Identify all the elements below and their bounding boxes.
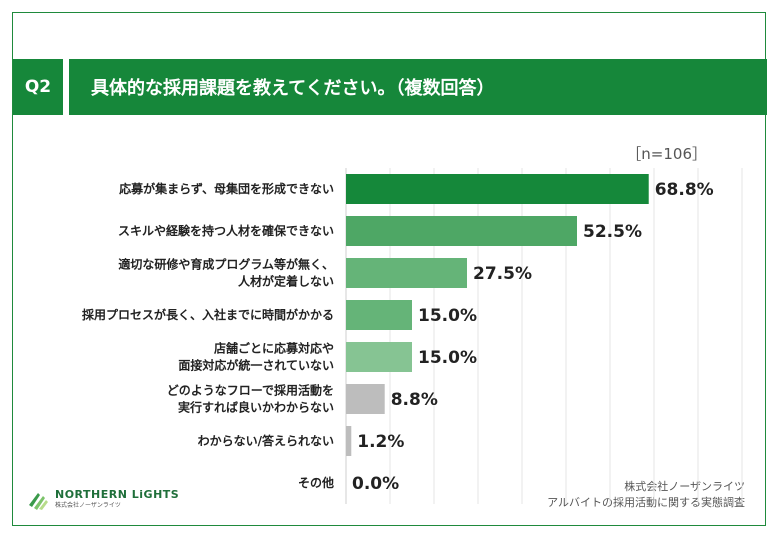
value-label: 68.8% — [655, 180, 714, 200]
logo-name: NORTHERN LiGHTS — [55, 488, 180, 501]
question-title: 具体的な採用課題を教えてください。（複数回答） — [69, 59, 767, 115]
question-bar: Q2 具体的な採用課題を教えてください。（複数回答） — [13, 59, 767, 115]
value-label: 27.5% — [473, 264, 532, 284]
bar — [346, 384, 385, 414]
category-label: 適切な研修や育成プログラム等が無く、 — [118, 257, 334, 272]
category-label: スキルや経験を持つ人材を確保できない — [118, 223, 334, 238]
category-label: 実行すれば良いかわからない — [178, 400, 334, 415]
value-label: 1.2% — [357, 432, 404, 452]
company-logo: NORTHERN LiGHTS 株式会社ノーザンライツ — [27, 489, 179, 511]
category-label: 応募が集まらず、母集団を形成できない — [119, 181, 334, 196]
value-label: 52.5% — [583, 222, 642, 242]
bar — [346, 216, 577, 246]
bar — [346, 300, 412, 330]
bar — [346, 342, 412, 372]
logo-sub: 株式会社ノーザンライツ — [55, 502, 121, 509]
category-label: 面接対応が統一されていない — [178, 358, 334, 373]
source-survey: アルバイトの採用活動に関する実態調査 — [547, 496, 745, 509]
category-label: その他 — [298, 475, 334, 490]
category-label: どのようなフローで採用活動を — [167, 383, 334, 398]
bar — [346, 258, 467, 288]
category-label: 店舗ごとに応募対応や — [214, 341, 334, 356]
category-label: 採用プロセスが長く、入社までに時間がかかる — [82, 307, 334, 322]
question-number: Q2 — [13, 59, 63, 115]
bar — [346, 174, 649, 204]
northern-lights-logo-icon — [29, 493, 48, 510]
value-label: 0.0% — [352, 474, 399, 494]
value-label: 15.0% — [418, 348, 477, 368]
bar — [346, 426, 352, 456]
value-label: 8.8% — [391, 390, 438, 410]
value-label: 15.0% — [418, 306, 477, 326]
category-label: わからない/答えられない — [198, 433, 334, 448]
survey-frame: Q2 具体的な採用課題を教えてください。（複数回答） ［n=106］ 株式会社ノ… — [12, 12, 767, 526]
category-label: 人材が定着しない — [238, 274, 334, 289]
sample-size: ［n=106］ — [626, 145, 707, 163]
